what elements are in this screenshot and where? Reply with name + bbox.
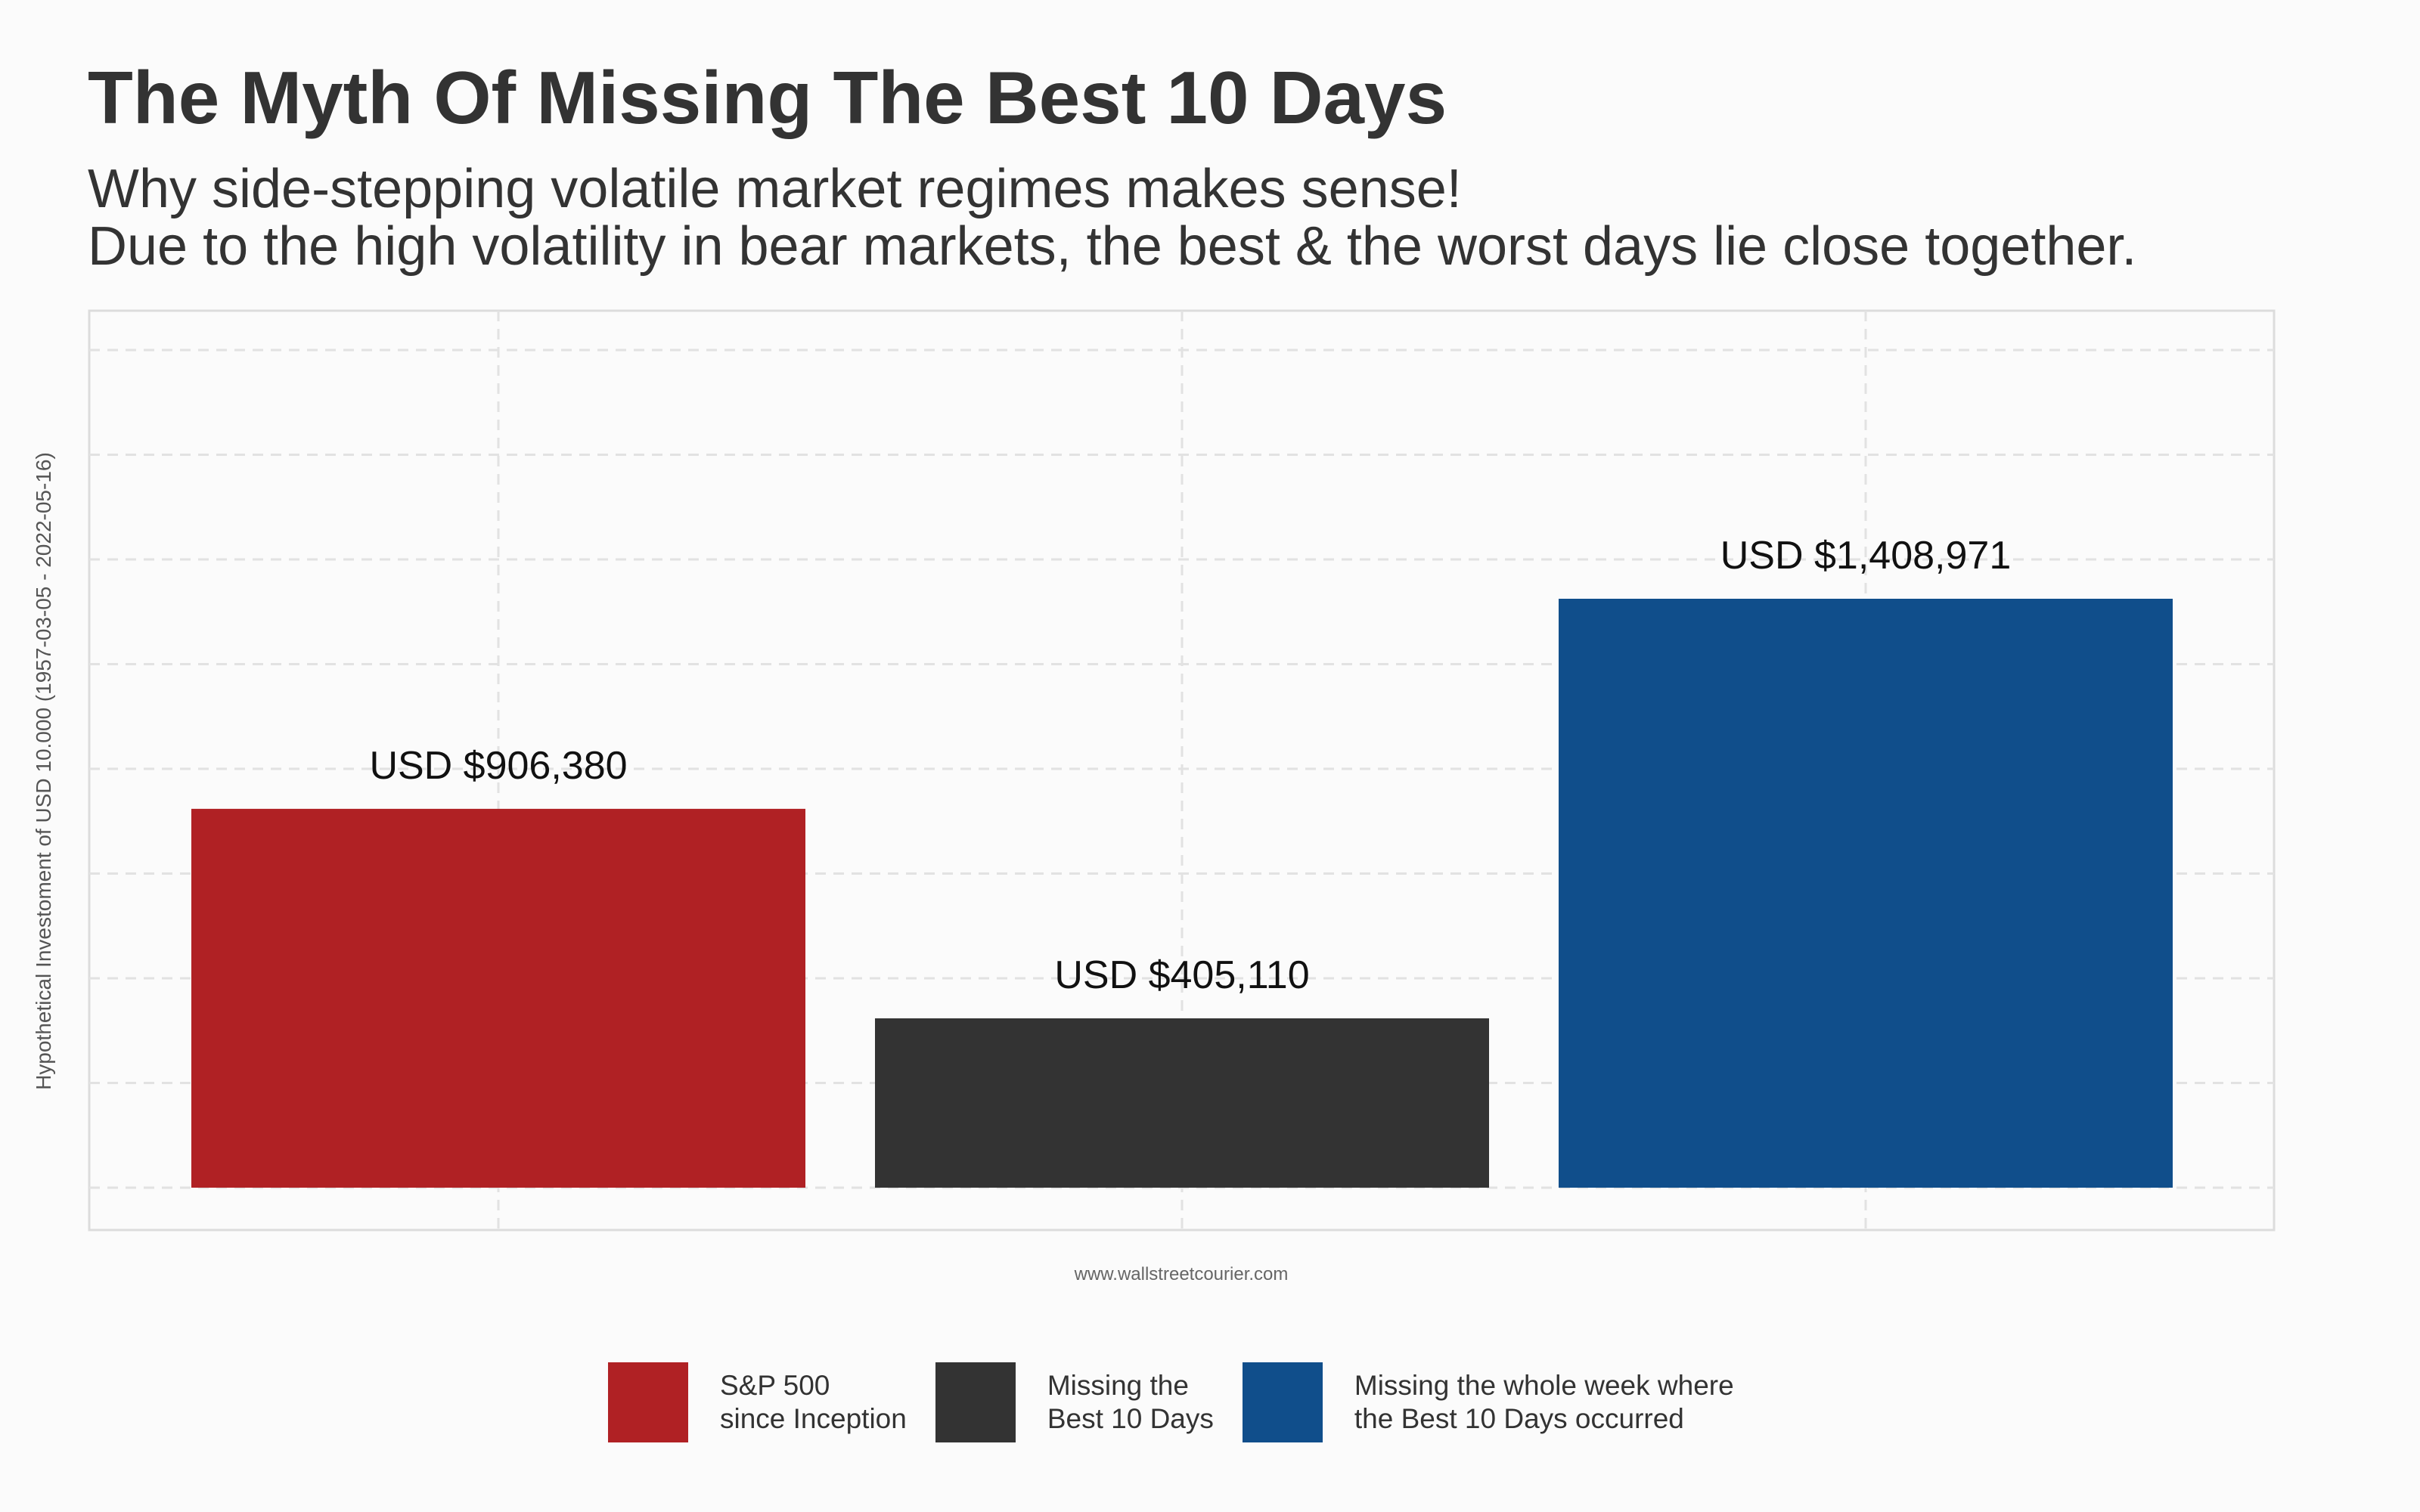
legend-swatch-missing-week [1242, 1362, 1323, 1442]
subtitle-line-1: Why side-stepping volatile market regime… [88, 159, 1462, 219]
y-axis-label: Hypothetical Investoment of USD 10.000 (… [32, 452, 55, 1090]
legend-swatch-sp500 [608, 1362, 688, 1442]
legend-item-sp500: S&P 500 since Inception [608, 1362, 907, 1442]
legend-swatch-missing-best-10 [935, 1362, 1016, 1442]
legend-label-sp500: S&P 500 since Inception [720, 1369, 907, 1436]
legend-item-missing-week: Missing the whole week where the Best 10… [1242, 1362, 1734, 1442]
source-caption: www.wallstreetcourier.com [1074, 1264, 1289, 1284]
legend-label-line: Missing the whole week where [1354, 1370, 1734, 1401]
bar-1 [191, 808, 805, 1188]
legend-item-missing-best-10: Missing the Best 10 Days [935, 1362, 1214, 1442]
bar-3 [1559, 599, 2173, 1188]
subtitle-line-2: Due to the high volatility in bear marke… [88, 216, 2137, 277]
legend: S&P 500 since Inception Missing the Best… [608, 1362, 1734, 1442]
bar-2 [875, 1018, 1489, 1188]
data-labels: USD $906,380 USD $405,110 USD $1,408,971 [369, 534, 2011, 997]
legend-label-missing-week: Missing the whole week where the Best 10… [1354, 1369, 1734, 1436]
legend-label-line: S&P 500 [720, 1370, 830, 1401]
chart-title: The Myth Of Missing The Best 10 Days [88, 56, 1447, 139]
legend-label-missing-best-10: Missing the Best 10 Days [1047, 1369, 1214, 1436]
legend-label-line: Best 10 Days [1047, 1403, 1214, 1434]
legend-label-line: Missing the [1047, 1370, 1189, 1401]
data-label-2: USD $405,110 [1054, 953, 1309, 997]
data-label-1: USD $906,380 [369, 744, 627, 788]
data-label-3: USD $1,408,971 [1720, 534, 2012, 578]
chart-subtitle: Why side-stepping volatile market regime… [88, 160, 2136, 275]
bars [191, 599, 2173, 1188]
legend-label-line: the Best 10 Days occurred [1354, 1403, 1684, 1434]
legend-label-line: since Inception [720, 1403, 907, 1434]
